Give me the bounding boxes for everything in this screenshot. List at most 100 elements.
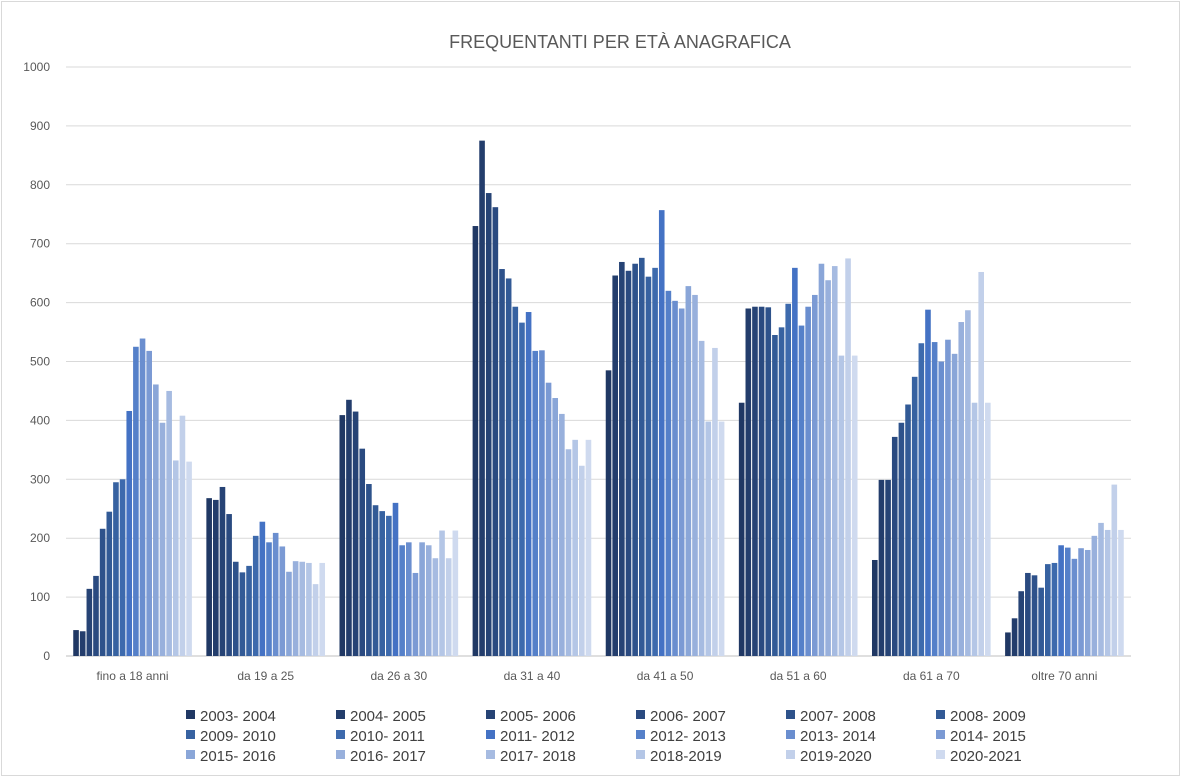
bar (1058, 545, 1064, 656)
legend-label: 2020-2021 (950, 748, 1022, 765)
bar (139, 338, 146, 656)
bar (1045, 564, 1051, 656)
bar (452, 530, 459, 656)
bar (752, 306, 758, 656)
legend-swatch (486, 710, 495, 719)
x-tick-label: da 51 a 60 (770, 669, 827, 683)
bar (1025, 572, 1031, 656)
bar (765, 307, 772, 656)
bar (472, 226, 479, 656)
bar (1005, 632, 1011, 656)
bar (685, 286, 692, 656)
bar (439, 530, 445, 656)
bar (106, 511, 113, 656)
bar (499, 269, 505, 656)
bar (519, 322, 525, 656)
y-tick-label: 500 (30, 355, 50, 369)
bar (545, 382, 552, 656)
legend-label: 2012- 2013 (650, 728, 726, 745)
bar (918, 343, 925, 656)
bar (172, 460, 179, 656)
bar (512, 306, 519, 656)
y-tick-label: 0 (43, 649, 50, 663)
bar (272, 532, 279, 656)
legend-label: 2005- 2006 (500, 708, 576, 725)
y-tick-label: 700 (30, 237, 50, 251)
legend-label: 2014- 2015 (950, 728, 1026, 745)
bar (805, 306, 811, 656)
bar (891, 436, 898, 656)
legend: 2003- 2004 2004- 2005 2005- 2006 2006- 2007… (186, 708, 1026, 765)
bar (392, 502, 399, 656)
bar (958, 322, 965, 656)
legend-label: 2011- 2012 (500, 728, 575, 745)
bar (319, 562, 326, 656)
bar (232, 561, 239, 656)
bar (851, 355, 858, 656)
legend-label: 2018-2019 (650, 748, 722, 765)
bar (612, 275, 618, 656)
legend-swatch (936, 730, 945, 739)
legend-label: 2003- 2004 (200, 708, 276, 725)
bar (492, 207, 499, 656)
bar (166, 390, 172, 656)
bar (1091, 535, 1098, 656)
legend-swatch (486, 750, 495, 759)
bar (366, 484, 372, 656)
legend-label: 2006- 2007 (650, 708, 726, 725)
bar (925, 309, 931, 656)
legend-label: 2007- 2008 (800, 708, 876, 725)
y-tick-label: 200 (30, 531, 50, 545)
legend-label: 2010- 2011 (350, 728, 425, 745)
x-tick-label: oltre 70 anni (1031, 669, 1097, 683)
legend-swatch (336, 710, 345, 719)
bar (978, 271, 984, 656)
bar (985, 402, 991, 656)
bar (838, 355, 845, 656)
legend-label: 2013- 2014 (800, 728, 876, 745)
bar (605, 370, 612, 656)
legend-swatch (636, 730, 645, 739)
x-tick-label: fino a 18 anni (97, 669, 169, 683)
bar (259, 521, 266, 656)
legend-swatch (486, 730, 495, 739)
bar (638, 257, 645, 656)
legend-swatch (786, 710, 795, 719)
bars (73, 140, 1124, 657)
bar (386, 515, 392, 656)
y-tick-label: 600 (30, 296, 50, 310)
y-tick-label: 800 (30, 178, 50, 192)
bar (539, 350, 545, 656)
bar (1018, 591, 1025, 656)
bar (279, 546, 286, 656)
bar (971, 402, 978, 656)
bar (432, 558, 439, 656)
legend-swatch (936, 710, 945, 719)
bar (79, 631, 86, 656)
chart-title: FREQUENTANTI PER ETÀ ANAGRAFICA (449, 32, 791, 52)
bar (905, 404, 911, 656)
x-tick-label: da 61 a 70 (903, 669, 960, 683)
bar (1051, 562, 1058, 656)
bar (938, 361, 945, 656)
bar (579, 465, 585, 656)
bar (965, 310, 971, 656)
legend-label: 2017- 2018 (500, 748, 576, 765)
legend-swatch (636, 710, 645, 719)
bar (792, 267, 798, 656)
bar (379, 511, 385, 656)
bar (758, 306, 765, 656)
bar (525, 312, 532, 656)
bar (1098, 522, 1104, 656)
bar (825, 280, 831, 656)
bar (632, 263, 638, 656)
bar (119, 479, 126, 656)
bar (785, 303, 792, 656)
bar (645, 276, 652, 656)
bar (219, 486, 226, 656)
bar (572, 439, 578, 656)
bar (619, 261, 625, 656)
bar (625, 270, 632, 656)
bar (652, 267, 658, 656)
